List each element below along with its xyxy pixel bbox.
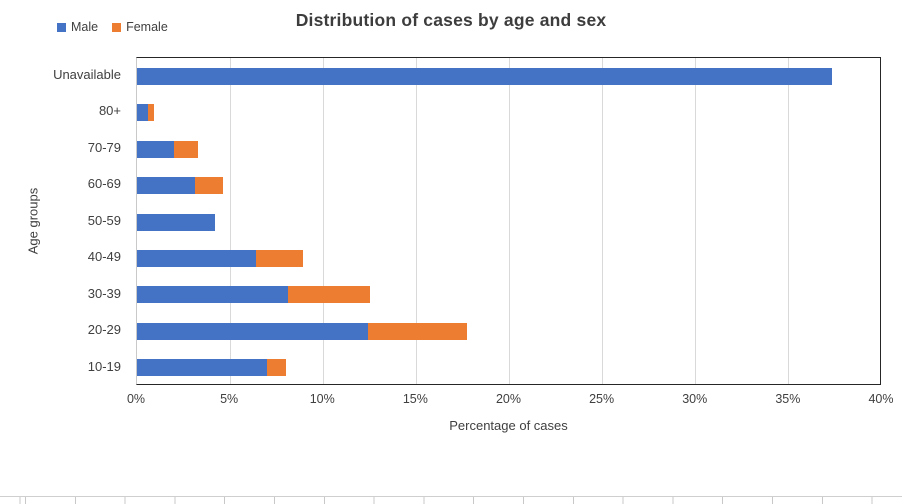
plot-area <box>136 57 881 385</box>
x-axis-tick-label: 10% <box>309 392 335 406</box>
bar-segment-female <box>194 177 223 195</box>
bar-segment-female <box>287 286 370 304</box>
bar-segment-female <box>367 322 467 340</box>
bar-row <box>137 177 223 195</box>
x-axis-tick-label: 40% <box>868 392 894 406</box>
chart-title: Distribution of cases by age and sex <box>295 10 607 30</box>
y-axis-tick-label: 70-79 <box>87 139 121 155</box>
y-axis-tick-label: 10-19 <box>87 358 121 374</box>
gridline <box>415 58 417 384</box>
x-axis-tick-label: 25% <box>589 392 615 406</box>
bar-segment-male <box>137 104 149 122</box>
x-axis-tick-labels: 0% 5% 10% 15% 20% 25% 30% 35% 40% <box>127 392 894 408</box>
gridline <box>695 58 697 384</box>
bar-segment-male <box>137 140 175 158</box>
legend-label: Male <box>71 20 99 34</box>
x-axis-tick-label: 30% <box>682 392 708 406</box>
gridline <box>229 58 231 384</box>
y-axis-tick-labels: Unavailable 80+ 70-79 60-69 50-59 40-49 30-39 2… <box>0 57 128 385</box>
y-axis-tick-label: 40-49 <box>87 249 121 265</box>
bar-row <box>137 104 154 122</box>
legend: Male Female <box>57 20 168 34</box>
y-axis-tick-label: 80+ <box>98 103 121 119</box>
bar-row <box>137 249 303 267</box>
x-axis-tick-label: 15% <box>402 392 428 406</box>
legend-label: Female <box>126 20 168 34</box>
bar-row <box>137 322 467 340</box>
x-axis-tick-label: 35% <box>775 392 801 406</box>
spreadsheet-grid-strip <box>0 496 902 504</box>
gridline <box>509 58 510 384</box>
y-axis-tick-label: 30-39 <box>87 285 121 301</box>
bar-row <box>137 213 216 231</box>
bar-segment-female <box>267 359 286 377</box>
y-axis-tick-label: 60-69 <box>87 176 121 192</box>
bar-segment-male <box>137 359 268 377</box>
y-axis-tick-label: 50-59 <box>87 212 121 228</box>
bar-segment-female <box>174 140 199 158</box>
bar-segment-male <box>137 213 216 231</box>
y-axis-tick-label: Unavailable <box>53 67 121 82</box>
x-axis-tick-label: 5% <box>220 392 239 406</box>
bar-segment-male <box>137 249 257 267</box>
legend-swatch-female <box>112 22 122 32</box>
bar-segment-male <box>137 67 832 85</box>
gridline <box>322 58 324 384</box>
bar-segment-female <box>148 104 154 122</box>
bar-segment-male <box>137 286 288 304</box>
gridline <box>788 58 790 384</box>
x-axis-title: Percentage of cases <box>449 418 568 433</box>
bar-segment-male <box>137 177 195 195</box>
x-axis-tick-label: 0% <box>126 392 146 406</box>
bar-row <box>137 140 199 158</box>
bar-segment-male <box>137 322 368 340</box>
y-axis-tick-label: 20-29 <box>87 322 121 338</box>
bar-row <box>137 359 286 377</box>
y-axis-title: Age groups <box>25 187 41 255</box>
legend-swatch-male <box>57 22 66 32</box>
bar-row <box>137 67 832 85</box>
gridline <box>602 58 604 384</box>
x-axis-tick-label: 20% <box>495 392 522 406</box>
legend-item-female: Female <box>112 20 168 34</box>
bar-segment-female <box>256 249 303 267</box>
bar-row <box>137 286 370 304</box>
legend-item-male: Male <box>57 20 98 34</box>
